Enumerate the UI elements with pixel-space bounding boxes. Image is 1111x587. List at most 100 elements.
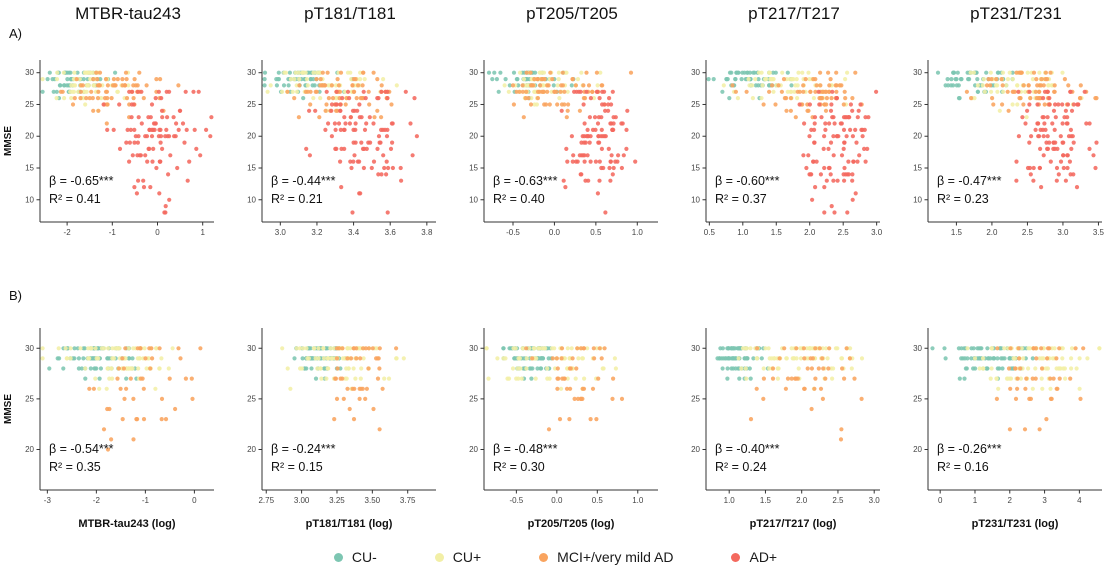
svg-text:30: 30 (691, 344, 700, 353)
svg-text:3: 3 (1042, 496, 1047, 505)
scatter-panel-a4: 0.5 1.0 1.5 2.0 2.5 3.0 10 15 20 25 30 β = -0.60***… (666, 52, 888, 253)
svg-text:30: 30 (25, 344, 34, 353)
svg-text:25: 25 (913, 394, 922, 403)
scatter-plot-svg-a1: -2 -1 0 1 10 15 20 25 30 MMSE β = -0.65*** R² = 0.4… (3, 60, 214, 237)
r2-annotation-b5: R² = 0.16 (937, 460, 989, 474)
svg-text:MMSE: MMSE (3, 394, 14, 424)
scatter-plot-svg-b3: -0.5 0.0 0.5 1.0 20 25 30 pT205/T205 (log) β = -… (469, 328, 658, 530)
scatter-plot-svg-b2: 2.75 3.00 3.25 3.50 3.75 20 25 30 pT181/T181 (lo… (247, 328, 436, 530)
svg-text:10: 10 (469, 195, 478, 204)
svg-text:MMSE: MMSE (3, 126, 14, 156)
svg-text:4: 4 (1077, 496, 1082, 505)
svg-text:1.5: 1.5 (760, 496, 772, 505)
legend-dot-mci-icon (539, 552, 549, 562)
svg-text:-0.5: -0.5 (506, 228, 520, 237)
svg-text:30: 30 (913, 344, 922, 353)
svg-text:20: 20 (691, 132, 700, 141)
svg-text:25: 25 (913, 100, 922, 109)
legend: CU- CU+ MCI+/very mild AD AD+ (0, 549, 1111, 565)
svg-text:10: 10 (247, 195, 256, 204)
svg-text:15: 15 (469, 164, 478, 173)
svg-text:0.0: 0.0 (551, 496, 563, 505)
scatter-plot-svg-a5: 1.5 2.0 2.5 3.0 3.5 10 15 20 25 30 β = -0.47*** R² … (913, 60, 1105, 237)
scatter-plot-svg-b5: 0 1 2 3 4 20 25 30 pT231/T231 (log) β = -0.26*** R… (913, 328, 1102, 530)
svg-text:25: 25 (25, 394, 34, 403)
svg-text:25: 25 (247, 394, 256, 403)
svg-text:25: 25 (469, 100, 478, 109)
scatter-panel-b3: -0.5 0.0 0.5 1.0 20 25 30 pT205/T205 (log) β = -… (444, 320, 666, 543)
r2-annotation-a5: R² = 0.23 (937, 192, 989, 206)
scatter-panel-a3: -0.5 0.0 0.5 1.0 10 15 20 25 30 β = -0.63*** R² = … (444, 52, 666, 253)
svg-text:0.5: 0.5 (592, 496, 604, 505)
legend-label-mci: MCI+/very mild AD (557, 549, 674, 565)
svg-text:20: 20 (913, 132, 922, 141)
panel-label-a: A) (9, 26, 22, 41)
beta-annotation-a3: β = -0.63*** (493, 174, 558, 188)
svg-text:3.25: 3.25 (329, 496, 345, 505)
beta-annotation-b2: β = -0.24*** (271, 442, 336, 456)
svg-text:25: 25 (247, 100, 256, 109)
svg-text:20: 20 (247, 445, 256, 454)
scatter-plot-svg-a2: 3.0 3.2 3.4 3.6 3.8 10 15 20 25 30 β = -0.44*** R² … (247, 60, 436, 237)
svg-text:2.0: 2.0 (986, 228, 998, 237)
r2-annotation-b3: R² = 0.30 (493, 460, 545, 474)
scatter-plot-svg-b1: -3 -2 -1 0 20 25 30 MMSE MTBR-tau243 (log) β = -0… (3, 328, 214, 530)
row-a-plots: -2 -1 0 1 10 15 20 25 30 MMSE β = -0.65*** R² = 0.4… (0, 52, 1111, 253)
svg-text:10: 10 (913, 195, 922, 204)
scatter-plot-svg-a4: 0.5 1.0 1.5 2.0 2.5 3.0 10 15 20 25 30 β = -0.60***… (691, 60, 883, 237)
scatter-panel-a5: 1.5 2.0 2.5 3.0 3.5 10 15 20 25 30 β = -0.47*** R² … (888, 52, 1110, 253)
r2-annotation-b2: R² = 0.15 (271, 460, 323, 474)
svg-text:pT205/T205 (log): pT205/T205 (log) (528, 518, 615, 530)
svg-text:0: 0 (155, 228, 160, 237)
svg-text:1: 1 (973, 496, 978, 505)
svg-text:10: 10 (691, 195, 700, 204)
svg-text:3.75: 3.75 (400, 496, 416, 505)
svg-text:1.0: 1.0 (737, 228, 749, 237)
svg-text:3.6: 3.6 (385, 228, 397, 237)
svg-text:0.0: 0.0 (549, 228, 561, 237)
r2-annotation-b4: R² = 0.24 (715, 460, 767, 474)
beta-annotation-a1: β = -0.65*** (49, 174, 114, 188)
svg-text:3.0: 3.0 (871, 228, 883, 237)
svg-text:30: 30 (469, 344, 478, 353)
column-title-pt217: pT217/T217 (748, 4, 840, 23)
svg-text:3.5: 3.5 (1093, 228, 1105, 237)
svg-text:-1: -1 (142, 496, 150, 505)
svg-text:20: 20 (913, 445, 922, 454)
svg-text:3.0: 3.0 (869, 496, 881, 505)
r2-annotation-a1: R² = 0.41 (49, 192, 101, 206)
svg-text:0: 0 (192, 496, 197, 505)
svg-text:2.0: 2.0 (804, 228, 816, 237)
svg-text:30: 30 (247, 344, 256, 353)
svg-text:25: 25 (469, 394, 478, 403)
svg-text:20: 20 (469, 445, 478, 454)
legend-item-mci: MCI+/very mild AD (539, 549, 673, 565)
legend-label-ad-plus: AD+ (749, 549, 778, 565)
scatter-panel-b5: 0 1 2 3 4 20 25 30 pT231/T231 (log) β = -0.26*** R… (888, 320, 1110, 543)
r2-annotation-a3: R² = 0.40 (493, 192, 545, 206)
beta-annotation-a2: β = -0.44*** (271, 174, 336, 188)
column-title-pt231: pT231/T231 (970, 4, 1062, 23)
svg-text:2.5: 2.5 (1022, 228, 1034, 237)
beta-annotation-b4: β = -0.40*** (715, 442, 780, 456)
svg-text:20: 20 (469, 132, 478, 141)
legend-dot-cu-minus-icon (333, 552, 343, 562)
svg-text:0: 0 (938, 496, 943, 505)
scatter-panel-a2: 3.0 3.2 3.4 3.6 3.8 10 15 20 25 30 β = -0.44*** R² … (222, 52, 444, 253)
svg-text:30: 30 (913, 68, 922, 77)
r2-annotation-b1: R² = 0.35 (49, 460, 101, 474)
svg-text:2.5: 2.5 (838, 228, 850, 237)
legend-item-cu-minus: CU- (333, 549, 377, 565)
scatter-plot-svg-a3: -0.5 0.0 0.5 1.0 10 15 20 25 30 β = -0.63*** R² = … (469, 60, 658, 237)
svg-text:2.0: 2.0 (796, 496, 808, 505)
svg-text:1.5: 1.5 (771, 228, 783, 237)
svg-text:30: 30 (469, 68, 478, 77)
svg-text:3.2: 3.2 (311, 228, 323, 237)
svg-text:3.0: 3.0 (1057, 228, 1069, 237)
svg-text:3.50: 3.50 (365, 496, 381, 505)
beta-annotation-a4: β = -0.60*** (715, 174, 780, 188)
svg-text:20: 20 (25, 445, 34, 454)
svg-text:25: 25 (691, 394, 700, 403)
r2-annotation-a2: R² = 0.21 (271, 192, 323, 206)
svg-text:2.75: 2.75 (258, 496, 274, 505)
